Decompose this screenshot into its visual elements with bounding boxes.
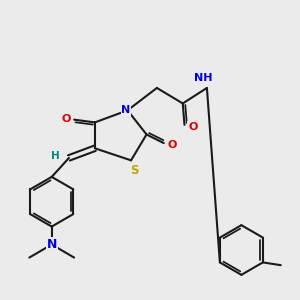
Text: N: N [46, 238, 57, 251]
Text: O: O [167, 140, 177, 150]
Text: O: O [62, 114, 71, 124]
Text: H: H [52, 151, 60, 161]
Text: NH: NH [194, 73, 213, 83]
Text: S: S [130, 164, 139, 177]
Text: O: O [188, 122, 197, 132]
Text: N: N [121, 105, 130, 115]
